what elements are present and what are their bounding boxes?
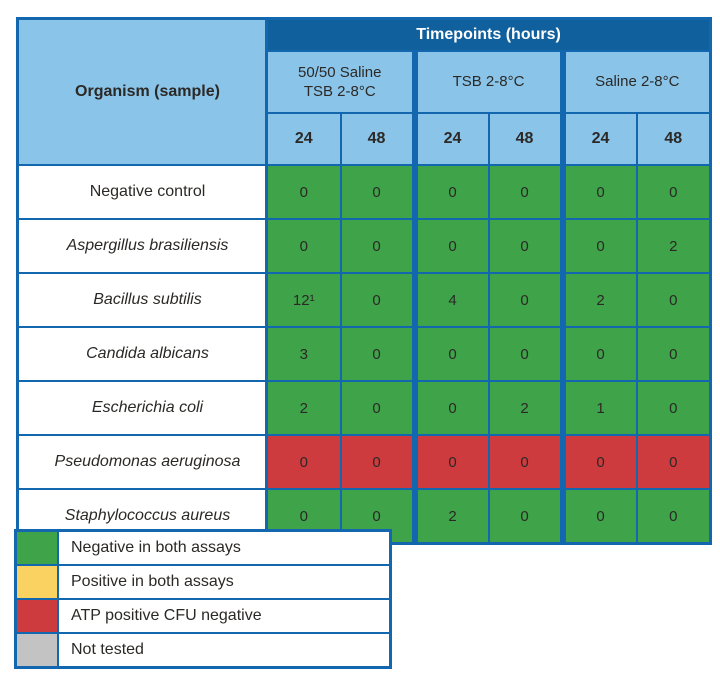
result-cell: 0 xyxy=(411,380,490,436)
condition-label-line: TSB 2-8°C xyxy=(303,83,376,100)
corner-header: Organism (sample) xyxy=(16,17,268,166)
legend-item: Negative in both assays xyxy=(17,532,389,564)
result-cell: 0 xyxy=(487,488,564,545)
legend-label: Positive in both assays xyxy=(59,566,389,598)
legend-item: Not tested xyxy=(17,632,389,666)
legend-item: Positive in both assays xyxy=(17,564,389,598)
organism-name: Escherichia coli xyxy=(16,380,268,436)
condition-header-tsb: TSB 2-8°C xyxy=(411,50,564,114)
result-cell: 0 xyxy=(265,164,342,220)
result-cell: 0 xyxy=(559,218,638,274)
result-cell: 0 xyxy=(487,218,564,274)
organism-name: Bacillus subtilis xyxy=(16,272,268,328)
legend-label: Not tested xyxy=(59,634,389,666)
result-cell: 0 xyxy=(635,272,712,328)
organism-name: Candida albicans xyxy=(16,326,268,382)
result-cell: 0 xyxy=(265,434,342,490)
result-cell: 0 xyxy=(339,164,416,220)
legend-swatch-gray xyxy=(17,634,59,666)
result-cell: 0 xyxy=(559,164,638,220)
result-cell: 2 xyxy=(411,488,490,545)
table-row: Aspergillus brasiliensis 0 0 0 0 0 2 xyxy=(16,218,712,274)
table-row: Escherichia coli 2 0 0 2 1 0 xyxy=(16,380,712,436)
result-cell: 0 xyxy=(487,272,564,328)
legend-label: Negative in both assays xyxy=(59,532,389,564)
hour-header-24: 24 xyxy=(411,112,490,166)
table-row: Candida albicans 3 0 0 0 0 0 xyxy=(16,326,712,382)
result-cell: 2 xyxy=(635,218,712,274)
result-cell: 2 xyxy=(559,272,638,328)
result-cell: 0 xyxy=(635,434,712,490)
result-cell: 0 xyxy=(411,326,490,382)
table-row: Pseudomonas aeruginosa 0 0 0 0 0 0 xyxy=(16,434,712,490)
condition-label-line: 50/50 Saline xyxy=(298,63,382,81)
hour-header-48: 48 xyxy=(487,112,564,166)
result-cell: 0 xyxy=(411,434,490,490)
organism-name: Negative control xyxy=(16,164,268,220)
result-cell: 0 xyxy=(635,380,712,436)
table-row: Bacillus subtilis 12¹ 0 4 0 2 0 xyxy=(16,272,712,328)
condition-header-saline-tsb: 50/50 Saline TSB 2-8°C xyxy=(265,50,416,114)
result-cell: 0 xyxy=(411,218,490,274)
legend-swatch-green xyxy=(17,532,59,564)
legend-item: ATP positive CFU negative xyxy=(17,598,389,632)
result-cell: 2 xyxy=(487,380,564,436)
result-cell: 0 xyxy=(487,434,564,490)
result-cell: 0 xyxy=(487,164,564,220)
legend-swatch-yellow xyxy=(17,566,59,598)
result-cell: 0 xyxy=(339,326,416,382)
hour-header-24: 24 xyxy=(559,112,638,166)
result-cell: 0 xyxy=(265,218,342,274)
organism-name: Pseudomonas aeruginosa xyxy=(16,434,268,490)
table-row: Negative control 0 0 0 0 0 0 xyxy=(16,164,712,220)
result-cell: 0 xyxy=(635,326,712,382)
result-cell: 0 xyxy=(487,326,564,382)
condition-label-line: TSB 2-8°C xyxy=(452,73,525,91)
result-cell: 0 xyxy=(339,380,416,436)
result-cell: 0 xyxy=(411,164,490,220)
header-row-timepoints: Organism (sample) Timepoints (hours) xyxy=(16,17,712,166)
result-cell: 3 xyxy=(265,326,342,382)
hour-header-48: 48 xyxy=(339,112,416,166)
header-row-conditions: 50/50 Saline TSB 2-8°C TSB 2-8°C Saline … xyxy=(18,50,712,114)
header-row-hours: 24 48 24 48 24 48 xyxy=(18,112,712,166)
condition-label-line: Saline 2-8°C xyxy=(595,73,680,91)
hour-header-24: 24 xyxy=(265,112,342,166)
legend-swatch-red xyxy=(17,600,59,632)
result-cell: 1 xyxy=(559,380,638,436)
result-cell: 0 xyxy=(339,434,416,490)
timepoints-header: Timepoints (hours) xyxy=(264,17,712,52)
legend-label: ATP positive CFU negative xyxy=(59,600,389,632)
result-cell: 0 xyxy=(635,488,712,545)
result-cell: 4 xyxy=(411,272,490,328)
result-cell: 0 xyxy=(559,434,638,490)
result-cell: 2 xyxy=(265,380,342,436)
result-cell: 0 xyxy=(559,326,638,382)
legend: Negative in both assays Positive in both… xyxy=(14,529,392,669)
condition-header-saline: Saline 2-8°C xyxy=(559,50,712,114)
result-cell: 12¹ xyxy=(265,272,342,328)
result-cell: 0 xyxy=(339,272,416,328)
results-table: Organism (sample) Timepoints (hours) 50/… xyxy=(16,17,713,545)
organism-name: Aspergillus brasiliensis xyxy=(16,218,268,274)
result-cell: 0 xyxy=(339,218,416,274)
result-cell: 0 xyxy=(635,164,712,220)
hour-header-48: 48 xyxy=(635,112,712,166)
result-cell: 0 xyxy=(559,488,638,545)
